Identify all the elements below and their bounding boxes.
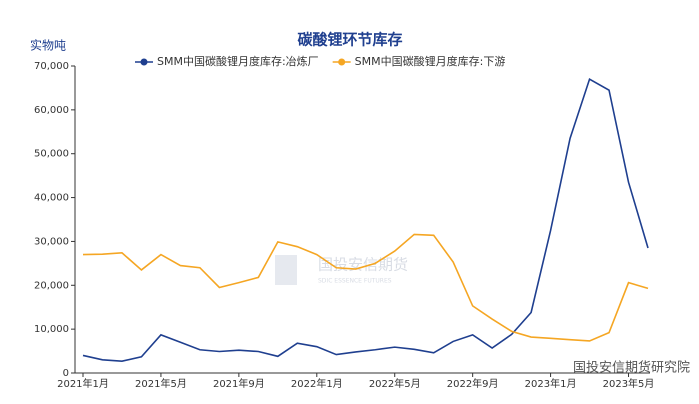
chart-title: 碳酸锂环节库存 (297, 31, 402, 49)
x-tick-label: 2021年5月 (135, 377, 187, 390)
watermark-logo (275, 255, 297, 285)
x-tick-label: 2022年5月 (369, 377, 421, 390)
y-tick-label: 40,000 (34, 193, 69, 204)
source-mark: 国投安信期货研究院 (573, 360, 690, 376)
y-tick-label: 20,000 (34, 280, 69, 291)
x-tick-label: 2023年5月 (603, 377, 655, 390)
series-line (82, 233, 649, 342)
x-tick-label: 2022年1月 (291, 377, 343, 390)
legend-marker (338, 58, 346, 66)
series-line (82, 77, 649, 362)
x-tick-label: 2023年1月 (525, 377, 577, 390)
legend-label: SMM中国碳酸锂月度库存:下游 (355, 54, 506, 68)
watermark: 国投安信期货 (318, 256, 408, 274)
y-tick-label: 30,000 (34, 236, 69, 247)
watermark-sub: SDIC ESSENCE FUTURES (318, 278, 392, 285)
y-tick-label: 0 (63, 368, 69, 379)
x-tick-label: 2021年9月 (213, 377, 265, 390)
y-axis-label: 实物吨 (30, 38, 66, 53)
x-tick-label: 2022年9月 (447, 377, 499, 390)
legend-label: SMM中国碳酸锂月度库存:冶炼厂 (157, 54, 319, 68)
y-tick-label: 50,000 (34, 149, 69, 160)
y-tick-label: 10,000 (34, 324, 69, 335)
y-tick-label: 70,000 (34, 61, 69, 72)
x-tick-label: 2021年1月 (57, 377, 109, 390)
legend-marker (140, 58, 148, 66)
y-tick-label: 60,000 (34, 105, 69, 116)
